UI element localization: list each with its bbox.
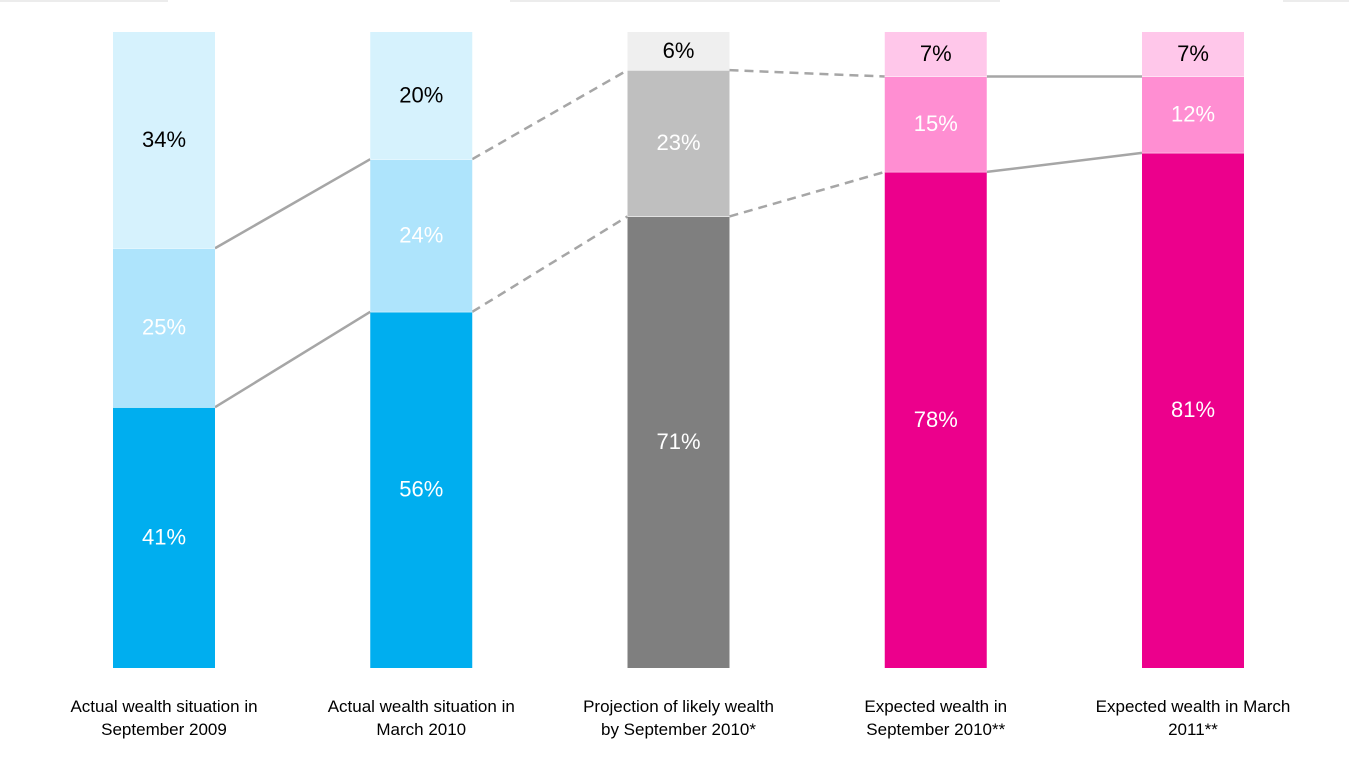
bar-stacks [113, 32, 1244, 669]
category-label: September 2009 [101, 720, 227, 739]
connector-line [471, 69, 629, 161]
category-label: Expected wealth in [864, 697, 1007, 716]
category-labels: Actual wealth situation in September 2009… [70, 697, 1290, 739]
category-label: March 2010 [376, 720, 466, 739]
bar-segment [370, 311, 473, 668]
segment-value-label: 6% [663, 38, 695, 63]
segment-value-label: 81% [1171, 397, 1215, 422]
bar-segment [370, 32, 473, 160]
bar-segment [1142, 32, 1244, 77]
bar-segment [113, 32, 215, 249]
connector-line [214, 158, 371, 250]
connector-line [214, 310, 371, 409]
segment-value-label: 15% [914, 111, 958, 136]
connector-lines [214, 68, 1143, 409]
segment-value-label: 7% [1177, 41, 1209, 66]
connector-line [729, 68, 885, 78]
category-label: Projection of likely wealth [583, 697, 774, 716]
segment-labels: 41% 25% 34% 56% 24% 20% 71% 23% 6% 78% 15% 7% 81% 12%… [142, 38, 1215, 550]
bar-segment [627, 216, 730, 668]
bar-segment [1142, 152, 1244, 669]
segment-value-label: 12% [1171, 101, 1215, 126]
category-label: 2011** [1168, 720, 1218, 739]
category-label: Actual wealth situation in [70, 697, 257, 716]
segment-value-label: 25% [142, 315, 186, 340]
segment-value-label: 7% [920, 41, 952, 66]
segment-value-label: 78% [914, 407, 958, 432]
segment-value-label: 24% [399, 222, 443, 247]
segment-value-label: 23% [656, 130, 700, 155]
connector-line [986, 151, 1143, 174]
segment-value-label: 20% [399, 82, 443, 107]
segment-value-label: 41% [142, 524, 186, 549]
category-label: by September 2010* [601, 720, 756, 739]
category-label: September 2010** [866, 720, 1005, 739]
category-label: Expected wealth in March [1096, 697, 1291, 716]
bar-segment [627, 32, 730, 71]
bar-segment [1142, 76, 1244, 153]
bar-segment [627, 70, 730, 217]
bar-segment [113, 407, 215, 668]
segment-value-label: 56% [399, 477, 443, 502]
bar-segment [370, 159, 473, 312]
bar-segment [884, 76, 987, 172]
category-label: Actual wealth situation in [328, 697, 515, 716]
segment-value-label: 34% [142, 127, 186, 152]
bar-segment [884, 32, 987, 77]
segment-value-label: 71% [656, 429, 700, 454]
connector-line [729, 170, 886, 218]
bar-segment [113, 248, 215, 408]
connector-line [471, 215, 629, 313]
bar-segment [884, 171, 987, 669]
